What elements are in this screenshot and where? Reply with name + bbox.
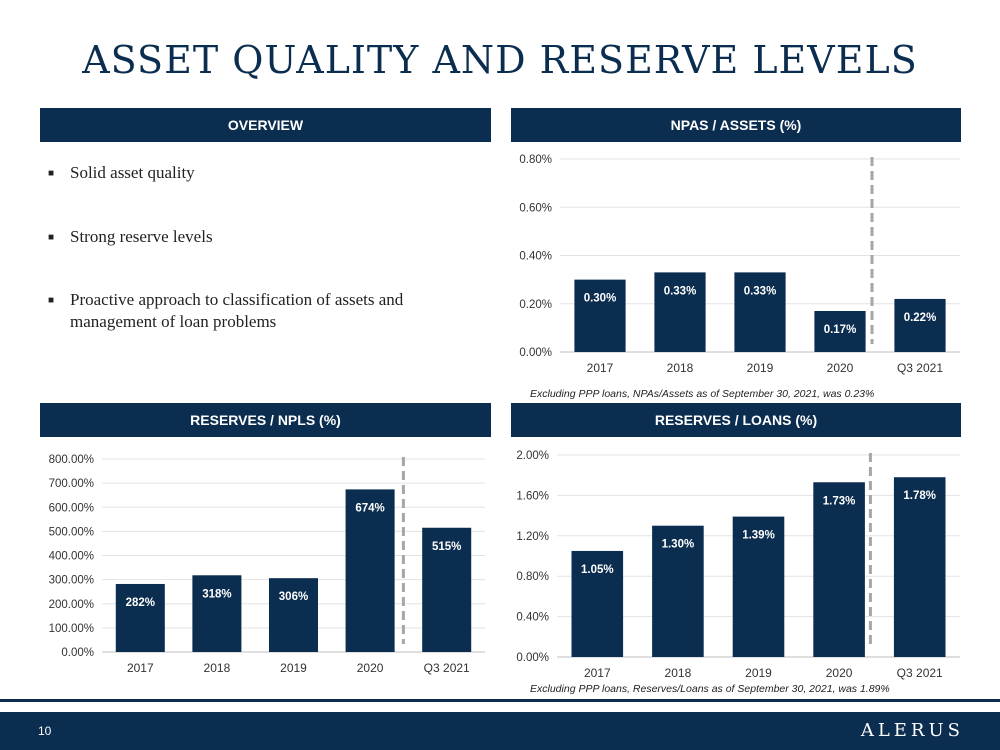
x-tick-label: 2018: [667, 361, 694, 375]
bullet-text: Solid asset quality: [70, 163, 195, 182]
data-label: 515%: [432, 541, 461, 553]
bullet-item: ■ Solid asset quality: [48, 162, 195, 186]
npls-chart: 0.00% 100.00% 200.00% 300.00% 400.00% 500.00%…: [30, 440, 500, 685]
bullet-square-icon: ■: [48, 232, 55, 243]
y-tick-label: 300.00%: [49, 575, 94, 587]
bar: [422, 527, 472, 652]
y-tick-label: 2.00%: [516, 450, 549, 462]
loans-chart-header: RESERVES / LOANS (%): [511, 403, 961, 437]
x-tick-label: Q3 2021: [897, 666, 943, 680]
data-label: 0.17%: [824, 324, 857, 336]
y-tick-label: 0.00%: [516, 652, 549, 664]
bullet-text: Strong reserve levels: [70, 227, 213, 246]
bar: [115, 583, 165, 652]
y-tick-label: 600.00%: [49, 502, 94, 514]
y-tick-label: 200.00%: [49, 599, 94, 611]
y-tick-label: 0.60%: [519, 202, 552, 214]
data-label: 0.33%: [664, 285, 697, 297]
y-tick-label: 0.00%: [519, 347, 552, 359]
data-label: 306%: [279, 591, 308, 603]
bar: [268, 578, 319, 652]
npas-note: Excluding PPP loans, NPAs/Assets as of S…: [530, 388, 875, 400]
x-tick-label: 2018: [665, 666, 692, 680]
bar: [894, 298, 946, 352]
page-number: 10: [38, 724, 52, 738]
y-tick-label: 0.40%: [516, 612, 549, 624]
bar: [734, 272, 786, 352]
bar: [654, 272, 706, 352]
npas-chart: 0.00% 0.20% 0.40% 0.60% 0.80% 0.30% 2017 0.33% 2…: [505, 145, 975, 385]
footer-bar: 10 ALERUS: [0, 712, 1000, 750]
y-tick-label: 400.00%: [49, 551, 94, 563]
loans-chart: 0.00% 0.40% 0.80% 1.20% 1.60% 2.00% 1.05% 2017 1…: [505, 440, 975, 685]
alerus-logo: ALERUS: [860, 720, 964, 741]
y-tick-label: 700.00%: [49, 478, 94, 490]
bar: [345, 489, 395, 652]
bar: [814, 310, 866, 352]
data-label: 1.73%: [823, 495, 856, 507]
bullet-text: Proactive approach to classification of …: [70, 290, 404, 331]
bar: [192, 575, 242, 652]
data-label: 0.30%: [584, 293, 617, 305]
y-tick-label: 1.20%: [516, 531, 549, 543]
bar: [813, 482, 865, 657]
bullet-item: ■ Proactive approach to classification o…: [48, 289, 468, 333]
loans-note: Excluding PPP loans, Reserves/Loans as o…: [530, 683, 890, 695]
x-tick-label: 2019: [745, 666, 772, 680]
x-tick-label: 2017: [587, 361, 614, 375]
data-label: 1.05%: [581, 564, 614, 576]
data-label: 1.30%: [662, 539, 695, 551]
data-label: 282%: [126, 597, 155, 609]
slide-title: ASSET QUALITY AND RESERVE LEVELS: [82, 38, 918, 82]
x-tick-label: 2017: [584, 666, 611, 680]
y-tick-label: 0.80%: [516, 571, 549, 583]
y-tick-label: 0.00%: [61, 647, 94, 659]
npls-chart-header: RESERVES / NPLS (%): [40, 403, 491, 437]
data-label: 0.22%: [904, 312, 937, 324]
bar: [652, 525, 704, 657]
bullet-square-icon: ■: [48, 168, 55, 179]
y-tick-label: 1.60%: [516, 490, 549, 502]
x-tick-label: 2020: [826, 666, 853, 680]
npas-chart-header: NPAS / ASSETS (%): [511, 108, 961, 142]
y-tick-label: 800.00%: [49, 454, 94, 466]
data-label: 1.39%: [742, 530, 775, 542]
bar: [893, 477, 946, 657]
footer-divider: [0, 699, 1000, 702]
overview-header: OVERVIEW: [40, 108, 491, 142]
data-label: 318%: [202, 588, 231, 600]
x-tick-label: 2019: [280, 661, 307, 675]
data-label: 674%: [355, 502, 384, 514]
x-tick-label: Q3 2021: [897, 361, 943, 375]
y-tick-label: 100.00%: [49, 623, 94, 635]
bullet-square-icon: ■: [48, 295, 55, 306]
x-tick-label: 2018: [204, 661, 231, 675]
data-label: 0.33%: [744, 285, 777, 297]
bar: [571, 550, 624, 657]
x-tick-label: 2017: [127, 661, 154, 675]
y-tick-label: 0.80%: [519, 154, 552, 166]
bar: [732, 516, 785, 657]
x-tick-label: 2019: [747, 361, 774, 375]
x-tick-label: 2020: [827, 361, 854, 375]
y-tick-label: 500.00%: [49, 526, 94, 538]
x-tick-label: 2020: [357, 661, 384, 675]
bullet-item: ■ Strong reserve levels: [48, 226, 213, 250]
y-tick-label: 0.20%: [519, 299, 552, 311]
bar: [574, 279, 626, 352]
x-tick-label: Q3 2021: [424, 661, 470, 675]
data-label: 1.78%: [903, 490, 936, 502]
y-tick-label: 0.40%: [519, 251, 552, 263]
